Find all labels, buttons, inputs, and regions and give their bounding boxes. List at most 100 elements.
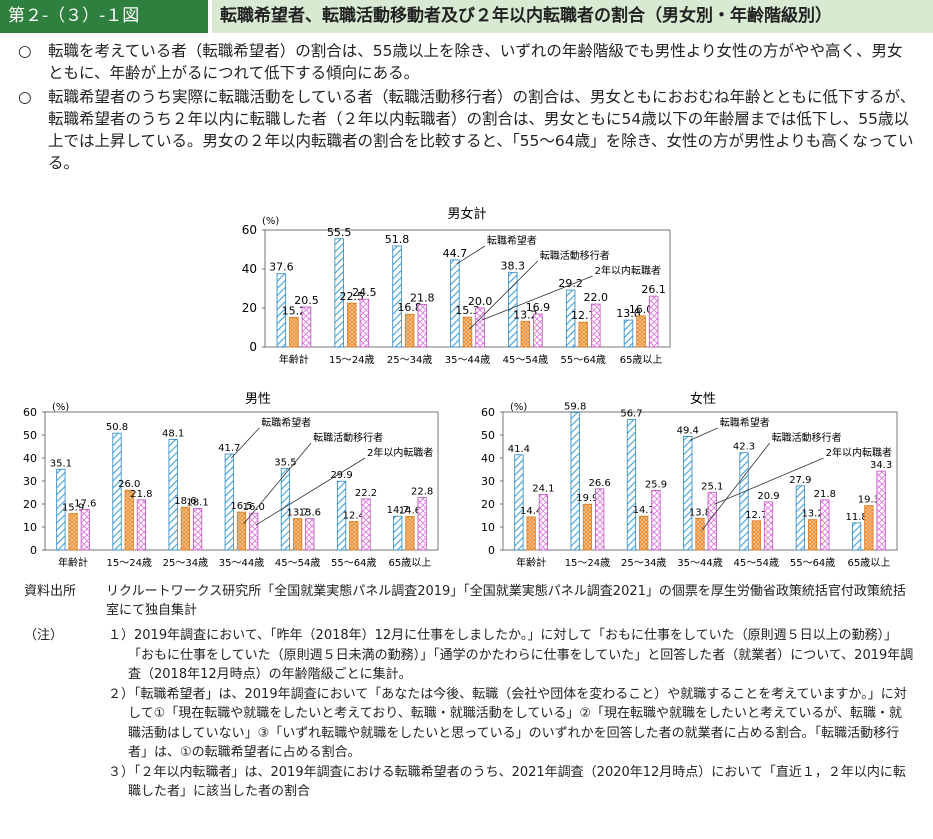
y-unit-label: (%) — [52, 402, 69, 413]
y-tick-label: 20 — [23, 498, 37, 511]
bar-value-label: 25.1 — [701, 481, 723, 492]
bar — [876, 470, 886, 551]
bar — [347, 302, 357, 348]
callout-leader — [456, 245, 486, 265]
x-category-label: 65歳以上 — [620, 354, 663, 366]
bar-value-label: 12.7 — [571, 309, 596, 322]
callout-leader — [469, 260, 539, 330]
bar-value-label: 14.7 — [633, 505, 655, 516]
bar — [626, 419, 637, 551]
bar — [405, 516, 415, 551]
bar — [56, 468, 66, 551]
bar — [514, 454, 524, 551]
summary-item: ○ 転職希望者のうち実際に転職活動をしている者（転職活動移行者）の割合は、男女とも… — [18, 86, 918, 174]
bar — [276, 273, 287, 348]
bar — [417, 304, 427, 348]
series-label: 転職希望者 — [720, 416, 770, 429]
bar — [683, 435, 693, 551]
note-item: ２）「転職希望者」は、2019年調査において「あなたは今後、転職（会社や団体を変… — [108, 686, 907, 761]
bar-value-label: 48.1 — [162, 428, 184, 439]
bar-value-label: 51.8 — [385, 233, 410, 246]
bar — [334, 238, 344, 348]
bar-value-label: 56.7 — [620, 409, 642, 420]
bar-value-label: 29.9 — [330, 470, 352, 481]
bar — [301, 306, 312, 348]
y-tick-label: 50 — [481, 429, 495, 442]
x-category-label: 年齢計 — [58, 556, 88, 569]
bar-value-label: 26.6 — [589, 478, 611, 489]
bar-value-label: 15.9 — [62, 502, 84, 513]
bar-value-label: 49.4 — [677, 425, 699, 436]
bar — [526, 516, 536, 551]
y-unit-label: (%) — [510, 402, 527, 413]
bar — [533, 313, 543, 348]
bar — [80, 509, 90, 551]
bar — [180, 506, 190, 551]
bar — [462, 316, 473, 348]
x-category-label: 55～64歳 — [790, 557, 835, 569]
bar-value-label: 13.2 — [801, 509, 823, 520]
bar — [695, 517, 705, 551]
x-category-label: 35～44歳 — [677, 557, 722, 569]
bar-value-label: 16.9 — [526, 301, 551, 314]
bar-value-label: 12.4 — [343, 510, 365, 521]
x-category-label: 25～34歳 — [387, 354, 432, 366]
bar — [124, 489, 134, 551]
source-label: 資料出所 — [24, 584, 77, 599]
x-category-label: 55～64歳 — [560, 354, 605, 366]
bar-value-label: 35.1 — [50, 458, 72, 469]
bar-value-label: 13.6 — [299, 508, 321, 519]
y-tick-label: 0 — [30, 544, 37, 557]
bar-value-label: 21.8 — [410, 291, 435, 304]
bar — [520, 320, 531, 348]
y-tick-label: 50 — [23, 429, 37, 442]
chart-panel: 男性 (%) 0 10 20 30 40 50 60 年齢計 35.1 15.917.6 15～24歳 5… — [23, 392, 439, 569]
y-tick-label: 40 — [242, 262, 257, 276]
bar — [636, 315, 646, 348]
bar-value-label: 22.5 — [340, 290, 365, 303]
bar-value-label: 22.0 — [584, 291, 609, 304]
callout-leader — [701, 442, 771, 531]
bar-value-label: 14.7 — [387, 505, 409, 516]
bar-value-label: 22.2 — [355, 488, 377, 499]
series-label: 2年以内転職者 — [826, 446, 892, 459]
bar — [392, 245, 402, 348]
bar-value-label: 25.9 — [645, 479, 667, 490]
y-tick-label: 30 — [481, 475, 495, 488]
y-unit-label: (%) — [262, 216, 279, 227]
bar — [305, 518, 315, 551]
note-item: ３）「２年以内転職者」は、2019年調査における転職希望者のうち、2021年調査… — [108, 764, 906, 800]
bar-value-label: 19.9 — [576, 493, 598, 504]
bar-value-label: 27.9 — [789, 475, 811, 486]
bar — [361, 498, 371, 551]
y-tick-label: 0 — [249, 340, 257, 354]
figure-number: 第２-（３）-１図 — [0, 0, 208, 33]
bar-value-label: 16.0 — [629, 303, 654, 316]
bar — [336, 480, 347, 551]
bar — [582, 503, 593, 551]
x-category-label: 65歳以上 — [847, 557, 890, 569]
bar-value-label: 13.8 — [689, 507, 711, 518]
y-tick-label: 20 — [481, 498, 495, 511]
bar — [570, 412, 580, 551]
bar — [236, 511, 247, 551]
bar-value-label: 44.7 — [443, 247, 468, 260]
bar — [192, 507, 203, 551]
bar-value-label: 24.1 — [532, 484, 554, 495]
y-tick-label: 0 — [488, 544, 495, 557]
y-tick-label: 60 — [23, 406, 37, 419]
source-text: リクルートワークス研究所「全国就業実態パネル調査2019」「全国就業実態パネル調… — [106, 584, 906, 618]
callout-leader — [230, 427, 260, 459]
callout-leader — [689, 427, 718, 441]
bar-value-label: 41.7 — [218, 443, 240, 454]
bar-value-label: 13.8 — [616, 307, 641, 320]
x-category-label: 15～24歳 — [329, 354, 374, 366]
chart-title: 男性 — [245, 392, 271, 407]
chart-title: 男女計 — [447, 206, 486, 222]
bar-value-label: 12.7 — [745, 510, 767, 521]
y-tick-label: 40 — [481, 452, 495, 465]
bar-value-label: 38.3 — [501, 259, 526, 272]
bar — [393, 515, 403, 551]
callout-leader — [255, 457, 366, 526]
bar — [578, 321, 588, 348]
